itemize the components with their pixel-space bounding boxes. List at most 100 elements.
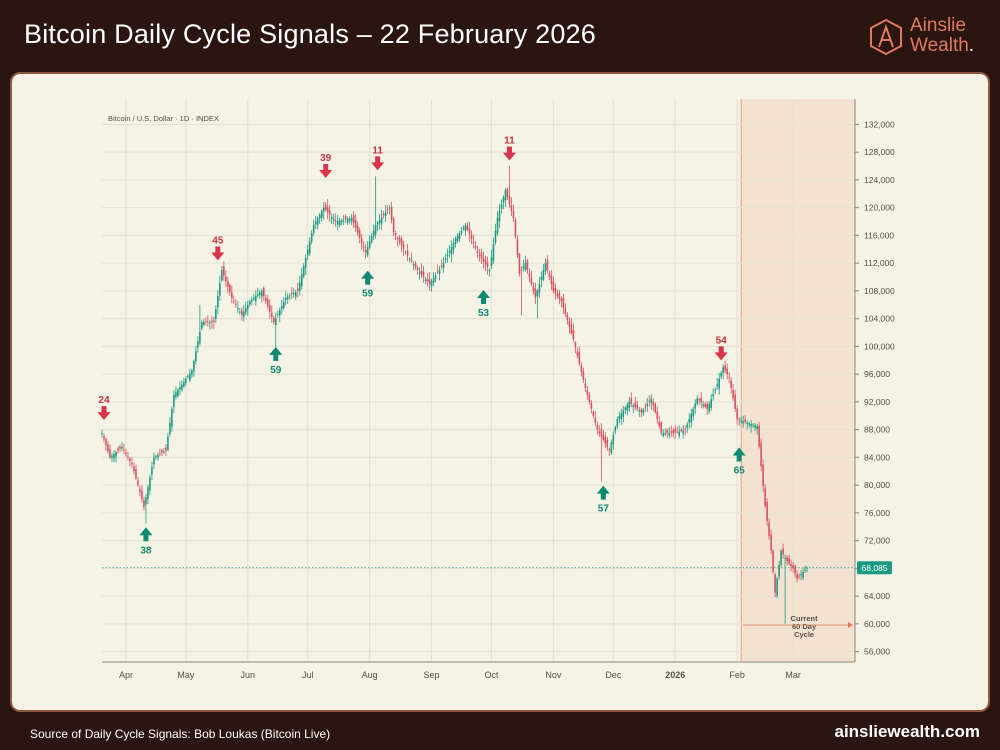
- candle-body: [209, 322, 211, 323]
- candle-body: [123, 449, 125, 451]
- page-title: Bitcoin Daily Cycle Signals – 22 Februar…: [24, 19, 596, 49]
- candle-body: [680, 429, 683, 431]
- current-cycle-label: Cycle: [794, 630, 814, 639]
- cycle-bottom-label: 38: [140, 545, 152, 556]
- candle-body: [376, 222, 379, 225]
- candle-body: [266, 299, 269, 307]
- candle-body: [736, 408, 738, 420]
- candle-body: [239, 311, 241, 313]
- candle-body: [195, 351, 197, 362]
- candle-body: [294, 292, 297, 297]
- cycle-top-arrow-icon: [502, 146, 516, 161]
- candle-body: [752, 424, 754, 426]
- candle-body: [762, 464, 764, 486]
- candle-body: [189, 373, 191, 381]
- logo-wordmark: Ainslie Wealth.: [910, 16, 974, 56]
- candle-body: [584, 383, 587, 388]
- logo-line-1: Ainslie: [910, 15, 966, 36]
- candle-body: [181, 384, 183, 391]
- candle-body: [179, 387, 181, 390]
- y-tick-label: 60,000: [864, 619, 890, 629]
- candle-body: [666, 429, 669, 434]
- candle-body: [298, 282, 301, 292]
- candle-body: [264, 297, 267, 302]
- candlestick-chart[interactable]: 56,00060,00064,00068,00072,00076,00080,0…: [12, 74, 988, 710]
- candle-body: [562, 297, 565, 308]
- candle-body: [374, 224, 377, 235]
- candle-body: [628, 401, 631, 408]
- candle-body: [169, 422, 171, 435]
- candles-group: [101, 166, 808, 624]
- candle-body: [340, 220, 343, 223]
- candle-body: [510, 204, 513, 212]
- x-tick-label: Feb: [729, 670, 745, 680]
- candle-body: [292, 293, 295, 295]
- candle-body: [708, 403, 710, 412]
- candle-body: [632, 405, 635, 408]
- candle-body: [286, 296, 289, 300]
- candle-body: [410, 260, 413, 262]
- candle-body: [390, 207, 393, 220]
- logo-line-2: Wealth.: [910, 36, 974, 56]
- candle-body: [344, 216, 347, 220]
- candle-body: [109, 448, 111, 458]
- website-link[interactable]: ainsliewealth.com: [834, 722, 981, 741]
- candle-body: [177, 389, 179, 397]
- candle-body: [696, 398, 699, 404]
- candle-body: [278, 309, 281, 316]
- candle-body: [450, 246, 453, 255]
- x-tick-label: May: [177, 670, 195, 680]
- candle-body: [646, 403, 649, 407]
- candle-body: [308, 241, 311, 254]
- candle-body: [782, 548, 784, 555]
- candle-body: [556, 294, 559, 297]
- candle-body: [314, 221, 317, 225]
- candle-body: [564, 308, 567, 315]
- cycle-top-label: 24: [98, 395, 110, 406]
- candle-body: [217, 296, 219, 308]
- candle-body: [229, 284, 231, 293]
- candle-body: [213, 320, 215, 323]
- candle-body: [272, 317, 275, 323]
- cycle-top-arrow-icon: [371, 156, 385, 171]
- candle-body: [588, 394, 591, 402]
- candle-body: [574, 342, 577, 348]
- candle-body: [302, 266, 305, 277]
- candle-body: [256, 294, 259, 296]
- candle-body: [730, 380, 732, 388]
- candle-body: [412, 264, 415, 266]
- candle-body: [706, 404, 708, 409]
- candle-body: [806, 567, 808, 569]
- candle-body: [668, 433, 671, 436]
- candle-body: [362, 246, 365, 248]
- candle-body: [542, 270, 545, 280]
- candle-body: [400, 238, 403, 246]
- y-tick-label: 92,000: [864, 397, 890, 407]
- brand-logo[interactable]: Ainslie Wealth.: [868, 16, 980, 58]
- candle-body: [634, 402, 637, 408]
- candle-body: [744, 419, 746, 422]
- candle-body: [350, 218, 353, 222]
- candle-body: [338, 220, 341, 226]
- candle-body: [141, 490, 143, 500]
- candle-body: [754, 425, 756, 428]
- candle-body: [280, 305, 283, 309]
- candle-body: [199, 331, 201, 344]
- candle-body: [674, 428, 677, 433]
- candle-body: [143, 500, 145, 508]
- candle-body: [572, 330, 575, 340]
- candle-body: [366, 247, 369, 256]
- logo-mark-icon: [870, 18, 902, 56]
- candle-body: [558, 293, 561, 299]
- candle-body: [474, 245, 477, 249]
- candle-body: [636, 404, 639, 409]
- candle-body: [207, 321, 209, 323]
- candle-body: [732, 389, 734, 399]
- candle-body: [592, 411, 595, 416]
- candle-body: [219, 283, 221, 296]
- candle-body: [448, 250, 451, 253]
- candle-body: [772, 550, 774, 572]
- candle-body: [193, 360, 195, 372]
- current-cycle-label: Current: [791, 614, 819, 623]
- source-note: Source of Daily Cycle Signals: Bob Louka…: [30, 727, 331, 741]
